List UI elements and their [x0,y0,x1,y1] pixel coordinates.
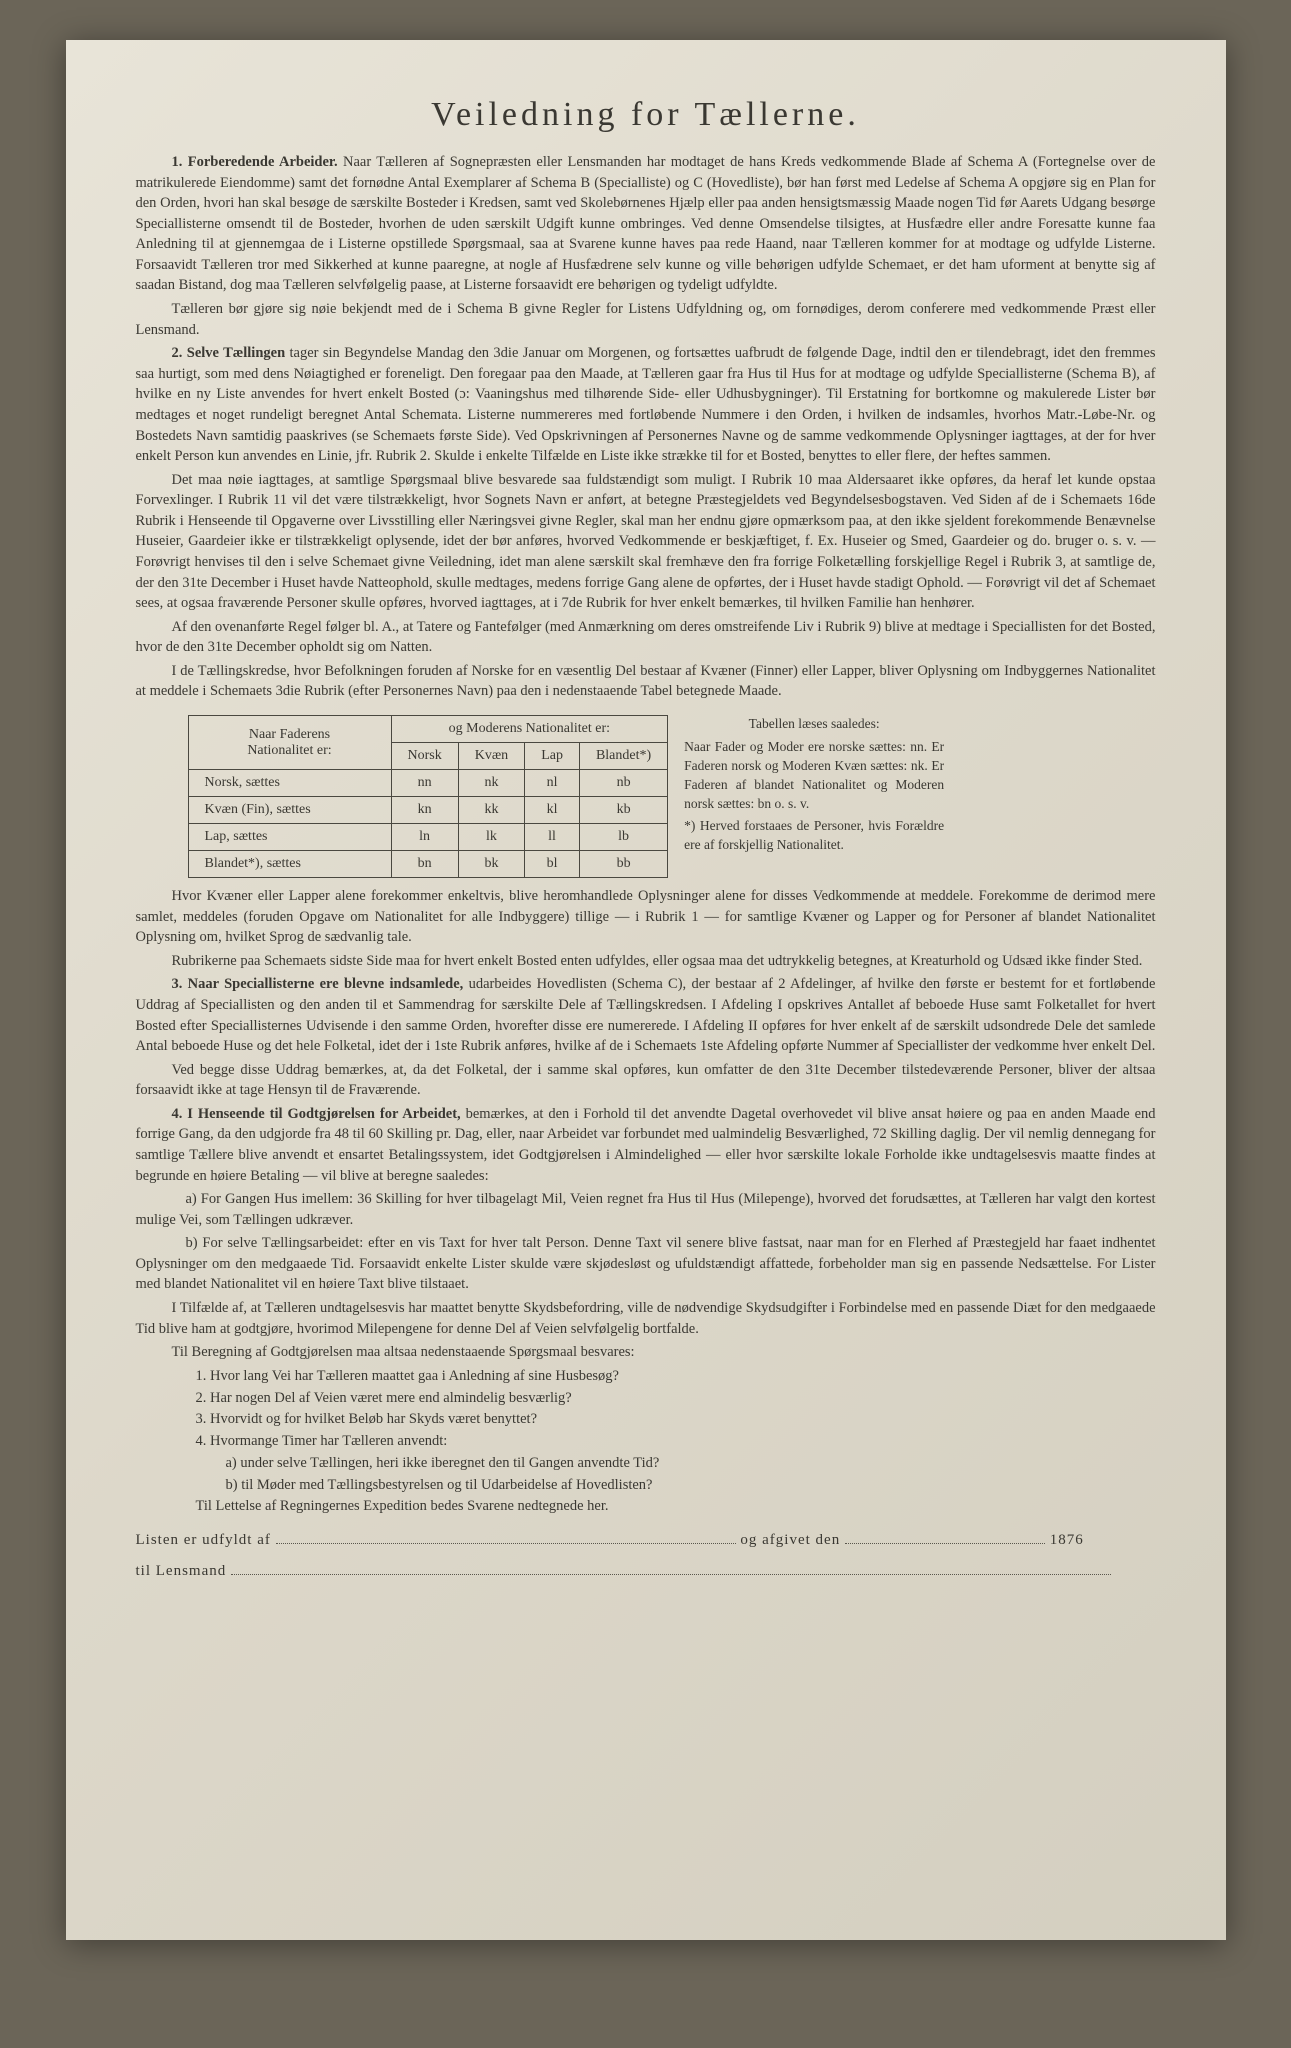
question-1: 1. Hvor lang Vei har Tælleren maattet ga… [196,1366,1156,1388]
section-4: 4. I Henseende til Godtgjørelsen for Arb… [136,1104,1156,1186]
table-aside: Tabellen læses saaledes: Naar Fader og M… [684,705,944,855]
section-4-b: b) For selve Tællingsarbeidet: efter en … [136,1233,1156,1295]
footer-line-2: til Lensmand [136,1563,1156,1580]
table-row: Kvæn (Fin), sættes kn kk kl kb [188,797,668,824]
footer-name-field[interactable] [276,1543,736,1544]
section-1-text: Naar Tælleren af Sognepræsten eller Lens… [136,154,1156,293]
question-4: 4. Hvormange Timer har Tælleren anvendt: [196,1431,1156,1453]
footer-date-field[interactable] [845,1543,1045,1544]
section-1-label: 1. Forberedende Arbeider. [172,154,338,170]
col-lap: Lap [525,743,580,770]
page-title: Veiledning for Tællerne. [136,96,1156,134]
question-4b: b) til Møder med Tællingsbestyrelsen og … [226,1475,1156,1497]
nationality-table: Naar Faderens Nationalitet er: og Modere… [188,715,669,878]
section-3-p2: Ved begge disse Uddrag bemærkes, at, da … [136,1060,1156,1101]
after-table-p2: Rubrikerne paa Schemaets sidste Side maa… [136,951,1156,972]
col-norsk: Norsk [391,743,458,770]
section-1-p2: Tælleren bør gjøre sig nøie bekjendt med… [136,299,1156,340]
question-4a: a) under selve Tællingen, heri ikke iber… [226,1453,1156,1475]
section-2-p4: I de Tællingskredse, hvor Befolkningen f… [136,661,1156,702]
after-table-p1: Hvor Kvæner eller Lapper alene forekomme… [136,886,1156,948]
section-4-label: 4. I Henseende til Godtgjørelsen for Arb… [172,1106,461,1122]
section-3-label: 3. Naar Speciallisterne ere blevne indsa… [172,976,464,992]
section-1: 1. Forberedende Arbeider. Naar Tælleren … [136,152,1156,296]
footer-submitted-label: og afgivet den [740,1532,840,1548]
section-2-p3: Af den ovenanførte Regel følger bl. A., … [136,617,1156,658]
question-2: 2. Har nogen Del af Veien været mere end… [196,1388,1156,1410]
table-row: Blandet*), sættes bn bk bl bb [188,851,668,878]
questions-list: 1. Hvor lang Vei har Tælleren maattet ga… [196,1366,1156,1518]
footer-filled-by-label: Listen er udfyldt af [136,1532,271,1548]
section-2-text: tager sin Begyndelse Mandag den 3die Jan… [136,345,1156,464]
section-2-label: 2. Selve Tællingen [172,345,286,361]
table-row: Lap, sættes ln lk ll lb [188,824,668,851]
nationality-table-wrap: Naar Faderens Nationalitet er: og Modere… [136,705,1156,886]
section-4-p3: Til Beregning af Godtgjørelsen maa altsa… [136,1342,1156,1363]
section-4-p2: I Tilfælde af, at Tælleren undtagelsesvi… [136,1298,1156,1339]
th-left: Naar Faderens Nationalitet er: [188,716,391,770]
section-2-p2: Det maa nøie iagttages, at samtlige Spør… [136,470,1156,614]
section-3: 3. Naar Speciallisterne ere blevne indsa… [136,974,1156,1056]
footer-lensmand-label: til Lensmand [136,1563,227,1579]
section-4-a: a) For Gangen Hus imellem: 36 Skilling f… [136,1189,1156,1230]
col-blandet: Blandet*) [579,743,667,770]
col-kvaen: Kvæn [458,743,524,770]
aside-note: *) Herved forstaaes de Personer, hvis Fo… [684,817,944,855]
aside-title: Tabellen læses saaledes: [684,715,944,734]
document-page: Veiledning for Tællerne. 1. Forberedende… [66,40,1226,1940]
question-3: 3. Hvorvidt og for hvilket Beløb har Sky… [196,1409,1156,1431]
table-row: Norsk, sættes nn nk nl nb [188,770,668,797]
aside-text: Naar Fader og Moder ere norske sættes: n… [684,738,944,814]
footer-line-1: Listen er udfyldt af og afgivet den 1876 [136,1532,1156,1549]
questions-note: Til Lettelse af Regningernes Expedition … [196,1496,1156,1518]
section-2: 2. Selve Tællingen tager sin Begyndelse … [136,343,1156,466]
footer-year: 1876 [1050,1532,1084,1548]
footer-lensmand-field[interactable] [231,1574,1111,1575]
th-right: og Moderens Nationalitet er: [391,716,668,743]
